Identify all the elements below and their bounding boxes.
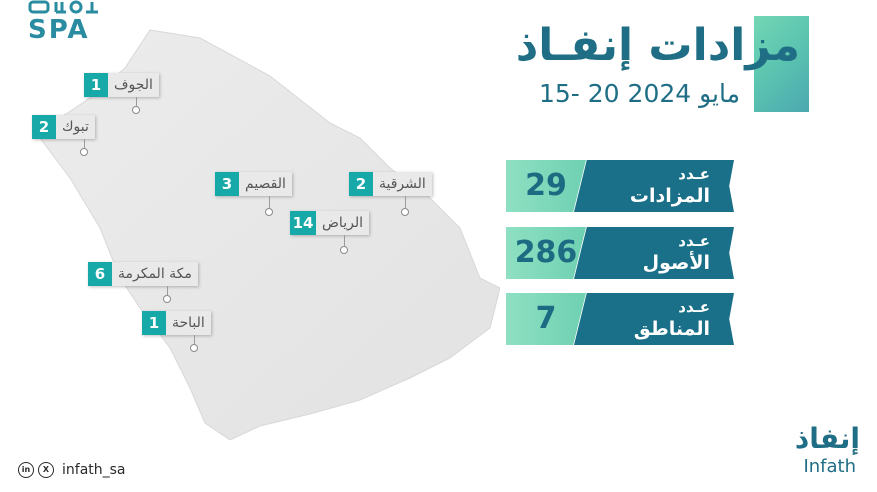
stat-value: 29 <box>506 160 586 212</box>
infath-logo-english: Infath <box>803 456 856 477</box>
region-tag-albaha: 1 الباحة <box>142 311 211 335</box>
region-name: مكة المكرمة <box>112 262 198 286</box>
pin-dot <box>132 106 140 114</box>
pin-dot <box>80 148 88 156</box>
region-count: 6 <box>88 262 112 286</box>
stat-auctions: 29 عـدد المزادات <box>506 160 734 212</box>
pin-line <box>344 235 345 247</box>
stat-label-line1: عـدد <box>678 165 710 183</box>
stat-value: 286 <box>506 227 586 279</box>
region-count: 1 <box>84 73 108 97</box>
pin-line <box>84 139 85 149</box>
stat-label: عـدد المزادات <box>574 160 734 212</box>
pin-dot <box>401 208 409 216</box>
region-tag-riyadh: 14 الرياض <box>290 211 369 235</box>
stat-assets: 286 عـدد الأصول <box>506 227 734 279</box>
region-tag-makkah: 6 مكة المكرمة <box>88 262 198 286</box>
pin-line <box>167 286 168 296</box>
x-icon[interactable]: X <box>38 462 54 478</box>
date-range: 15- 20 مايو 2024 <box>539 79 740 108</box>
infath-logo-arabic: إنفاذ <box>794 422 860 455</box>
title-accent-bar <box>754 16 809 112</box>
region-count: 1 <box>142 311 166 335</box>
stat-label-line1: عـدد <box>678 298 710 316</box>
pin-dot <box>340 246 348 254</box>
stat-label: عـدد المناطق <box>574 293 734 345</box>
region-tag-eastern: 2 الشرقية <box>349 172 432 196</box>
spa-wordmark: SPA <box>28 15 90 45</box>
region-count: 14 <box>290 211 316 235</box>
region-tag-aljouf: 1 الجوف <box>84 73 159 97</box>
stat-label-line2: المزادات <box>629 185 710 207</box>
pin-line <box>405 196 406 208</box>
page-title: مزادات إنفـاذ <box>515 20 800 71</box>
stat-label-line1: عـدد <box>678 232 710 250</box>
spa-logo: SPA <box>28 0 108 48</box>
region-name: القصيم <box>239 172 292 196</box>
region-name: الجوف <box>108 73 159 97</box>
social-handle[interactable]: infath_sa <box>62 462 126 478</box>
social-links: in X infath_sa <box>18 458 126 482</box>
region-name: الرياض <box>316 211 369 235</box>
pin-line <box>269 196 270 208</box>
pin-dot <box>265 208 273 216</box>
pin-dot <box>190 344 198 352</box>
region-tag-qassim: 3 القصيم <box>215 172 292 196</box>
stat-label-line2: المناطق <box>633 318 710 340</box>
spa-emblem-icon <box>28 0 98 14</box>
stat-label-line2: الأصول <box>642 252 710 274</box>
pin-line <box>136 97 137 107</box>
region-count: 2 <box>349 172 373 196</box>
saudi-map <box>39 29 500 440</box>
region-name: الشرقية <box>373 172 432 196</box>
linkedin-icon[interactable]: in <box>18 462 34 478</box>
region-count: 3 <box>215 172 239 196</box>
region-name: الباحة <box>166 311 211 335</box>
pin-line <box>194 335 195 345</box>
stat-label: عـدد الأصول <box>574 227 734 279</box>
region-tag-tabuk: 2 تبوك <box>32 115 95 139</box>
stat-regions: 7 عـدد المناطق <box>506 293 734 345</box>
region-name: تبوك <box>56 115 95 139</box>
region-count: 2 <box>32 115 56 139</box>
pin-dot <box>163 295 171 303</box>
stat-value: 7 <box>506 293 586 345</box>
